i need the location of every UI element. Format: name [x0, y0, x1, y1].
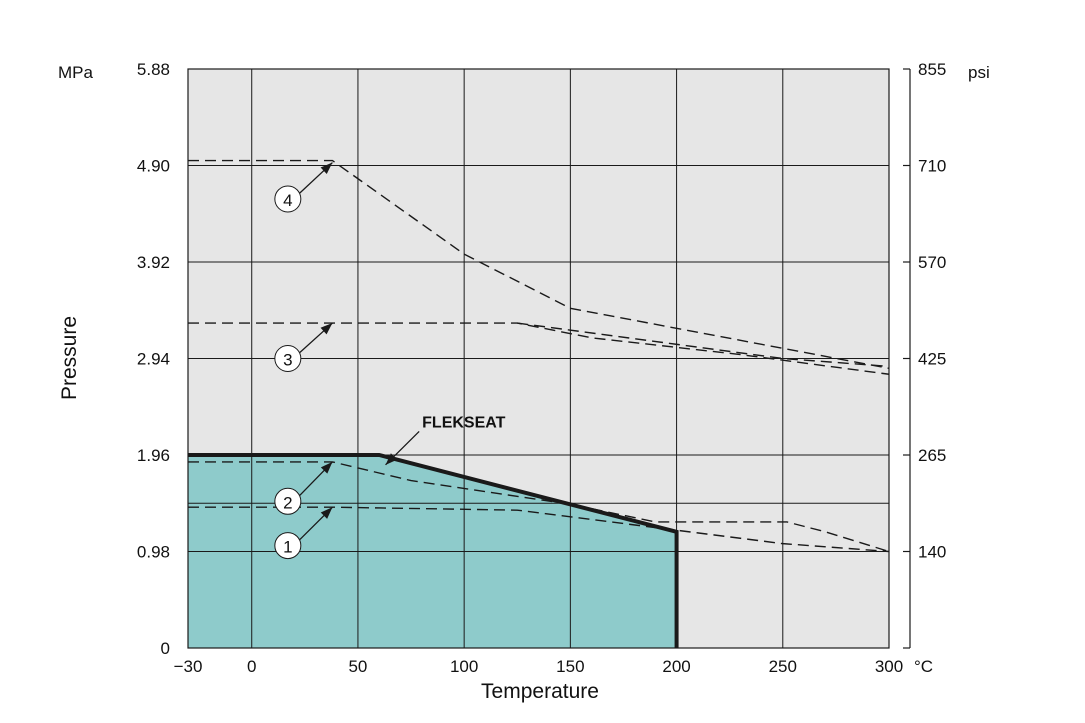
y-unit-right: psi — [968, 63, 990, 82]
annotation-arrowhead — [320, 162, 333, 175]
x-tick-label: 150 — [556, 657, 584, 676]
y-tick-label-left: 0 — [161, 639, 170, 658]
annotation-arrowhead — [320, 323, 333, 335]
x-tick-label: 0 — [247, 657, 256, 676]
y-axis-title: Pressure — [58, 316, 81, 400]
series-line-dashed — [188, 159, 890, 370]
y-tick-label-right: 855 — [918, 60, 946, 79]
y-tick-label-right: 710 — [918, 157, 946, 176]
annotation-arrowhead — [320, 461, 333, 474]
x-tick-label: 50 — [348, 657, 367, 676]
x-tick-label: 200 — [662, 657, 690, 676]
x-unit: °C — [914, 657, 933, 676]
flekseat-label: FLEKSEAT — [422, 414, 505, 431]
x-axis-title: Temperature — [481, 680, 599, 703]
annotation-circle — [274, 345, 302, 372]
annotation-circle — [274, 532, 302, 560]
x-tick-label: 100 — [450, 657, 478, 676]
annotation-circle — [274, 185, 302, 213]
series-line-dashed — [188, 322, 890, 375]
annotation-arrowhead — [385, 453, 398, 465]
annotation-label: 4 — [283, 191, 292, 210]
y-tick-label-left: 5.88 — [137, 60, 170, 79]
y-tick-label-left: 3.92 — [137, 253, 170, 272]
annotation-arrowhead — [320, 507, 333, 519]
annotation-label: 1 — [283, 538, 292, 557]
x-tick-label: 300 — [875, 657, 903, 676]
annotation-circle — [274, 487, 302, 515]
y-tick-label-left: 4.90 — [137, 157, 170, 176]
annotations: 4 3 2 1 FLEKSEAT — [274, 162, 506, 560]
y-tick-label-right: 425 — [918, 350, 946, 369]
y-tick-label-left: 2.94 — [137, 350, 170, 369]
tick-labels: −30 0 50 100 150 200 250 30000.981.962.943.924.… — [137, 60, 946, 676]
y-tick-label-left: 1.96 — [137, 446, 170, 465]
series-line-flekseat — [188, 453, 679, 648]
annotation-label: 3 — [283, 351, 292, 370]
series-lines — [188, 159, 890, 648]
series-line-dashed — [188, 506, 890, 553]
series-line-dashed — [517, 322, 890, 368]
series-line-dashed — [188, 461, 890, 553]
x-tick-label: 250 — [769, 657, 797, 676]
plot-frame — [187, 68, 911, 649]
y-tick-label-right: 570 — [918, 253, 946, 272]
y-tick-label-right: 140 — [918, 543, 946, 562]
plot-border — [187, 68, 890, 649]
x-tick-label: −30 — [174, 657, 203, 676]
annotation-label: 2 — [283, 493, 292, 512]
y-tick-label-right: 265 — [918, 446, 946, 465]
y-tick-label-left: 0.98 — [137, 543, 170, 562]
y-unit-left: MPa — [58, 63, 94, 82]
